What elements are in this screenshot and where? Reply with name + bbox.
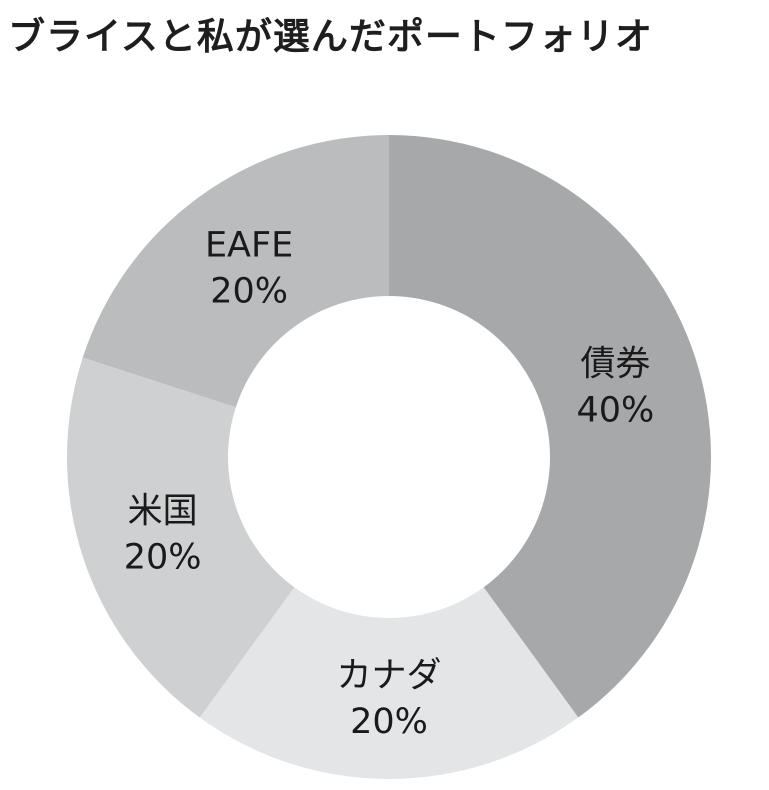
- slice-value-label: 20%: [210, 271, 288, 311]
- donut-slices: [66, 135, 711, 780]
- slice-value-label: 20%: [350, 702, 428, 742]
- donut-slice: [199, 587, 579, 780]
- donut-slice: [66, 357, 295, 718]
- slice-name-label: カナダ: [336, 656, 441, 696]
- donut-slice: [82, 135, 390, 408]
- donut-labels: 債券 40% カナダ 20% 米国 20% EAFE 20%: [124, 225, 654, 742]
- slice-value-label: 20%: [124, 538, 202, 578]
- slice-value-label: 40%: [576, 390, 654, 430]
- slice-name-label: EAFE: [205, 225, 293, 265]
- donut-slice: [389, 135, 711, 718]
- slice-name-label: 米国: [128, 492, 198, 532]
- slice-name-label: 債券: [580, 344, 650, 384]
- chart-title: ブライスと私が選んだポートフォリオ: [8, 15, 653, 58]
